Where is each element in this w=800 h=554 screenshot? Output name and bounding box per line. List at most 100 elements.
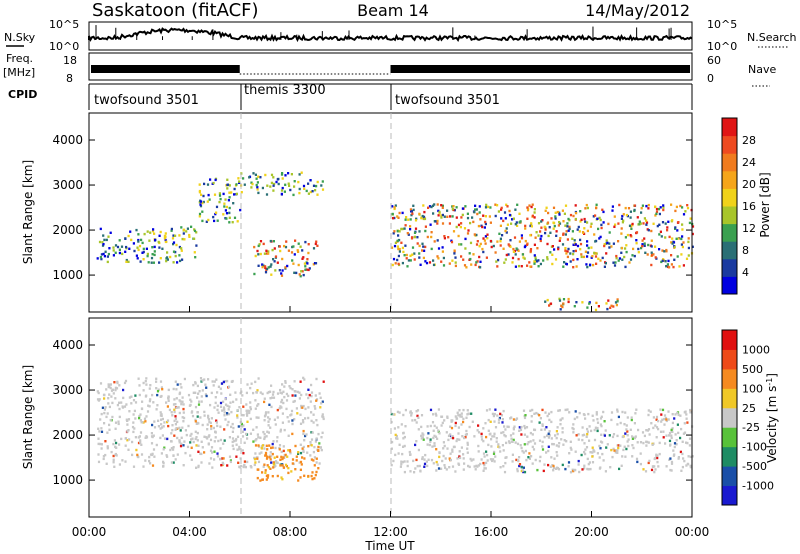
power-cell [312,247,316,250]
power-cell [307,268,310,272]
power-cell [459,225,462,229]
power-cell [438,210,441,214]
power-cell [238,180,241,183]
velocity-cell [528,452,531,455]
velocity-cell [302,376,305,380]
velocity-cell [485,435,488,439]
power-cell [96,257,99,260]
velocity-cell [314,473,317,477]
velocity-cell [153,455,156,458]
velocity-cell [124,444,127,447]
power-cell [292,245,295,248]
power-cell [158,261,161,264]
power-cell [481,247,484,251]
velocity-cell [108,393,111,396]
velocity-cell [401,460,404,464]
velocity-cell [179,383,182,386]
velocity-cell [263,419,266,422]
velocity-cell [117,420,120,423]
velocity-cell [555,436,558,440]
power-cell [270,273,273,276]
velocity-cell [215,419,218,422]
velocity-cell [167,424,170,428]
power-cell [272,176,275,179]
power-cell [424,225,427,228]
velocity-cell [432,413,435,416]
power-cell [465,266,468,269]
power-cell [579,248,582,251]
velocity-cell [472,458,475,461]
velocity-cell [144,420,147,423]
velocity-cell [653,465,656,468]
velocity-cell [566,408,569,411]
power-cell [551,253,554,256]
velocity-cell [403,470,406,474]
velocity-cell [163,446,166,449]
power-cell [633,208,636,212]
velocity-cell [535,411,538,415]
power-cell [581,301,584,304]
velocity-cell [268,456,271,459]
power-cell [261,263,264,266]
power-cell [174,254,177,258]
power-cell [398,247,401,251]
velocity-cell [194,437,197,441]
velocity-cell [235,455,238,458]
velocity-cell [262,465,265,468]
velocity-cell [402,445,405,448]
velocity-cell [543,463,546,466]
power-cell [309,179,312,182]
power-cell [146,252,149,256]
velocity-cell [263,436,266,439]
velocity-cell [249,417,252,421]
power-cell [208,198,211,201]
velocity-cell [243,441,246,444]
velocity-cell [302,429,305,433]
velocity-cell [185,433,188,437]
power-cell [479,266,482,269]
velocity-cell [194,418,197,422]
velocity-cell [493,460,496,463]
power-cell [658,233,661,236]
power-cell [316,244,319,247]
power-cell [273,247,276,250]
power-cell [563,261,566,264]
velocity-cell [547,412,551,415]
power-cell [514,208,517,211]
power-cell [466,232,470,235]
power-cell [594,308,598,312]
power-cell [667,220,670,223]
velocity-cell [538,439,542,442]
power-cell [531,203,534,206]
velocity-cell [97,442,100,446]
velocity-cell [450,436,453,440]
velocity-cell [282,456,285,459]
power-cell [483,226,486,229]
power-colorbar-swatch [722,188,737,207]
velocity-cell [306,451,309,454]
velocity-cell [462,417,465,421]
velocity-cell [207,378,210,381]
velocity-cell [173,410,176,414]
velocity-cell [456,457,459,460]
velocity-cell [298,391,301,394]
power-cell [166,258,169,261]
velocity-cell [175,388,178,391]
velocity-cell [596,429,599,433]
velocity-cell [108,405,111,409]
velocity-cell [296,390,299,394]
velocity-cell [253,458,257,461]
power-cell [410,237,414,240]
power-cell [641,245,644,248]
velocity-cell [670,436,673,440]
velocity-cell [457,463,461,466]
velocity-cell [187,424,190,428]
power-cell [419,263,422,266]
velocity-cell [576,416,579,419]
velocity-cell [499,450,502,453]
velocity-cell [418,464,421,468]
power-cell [629,258,633,261]
velocity-cell [446,415,449,418]
power-cell [615,303,618,307]
velocity-cell [415,440,418,443]
